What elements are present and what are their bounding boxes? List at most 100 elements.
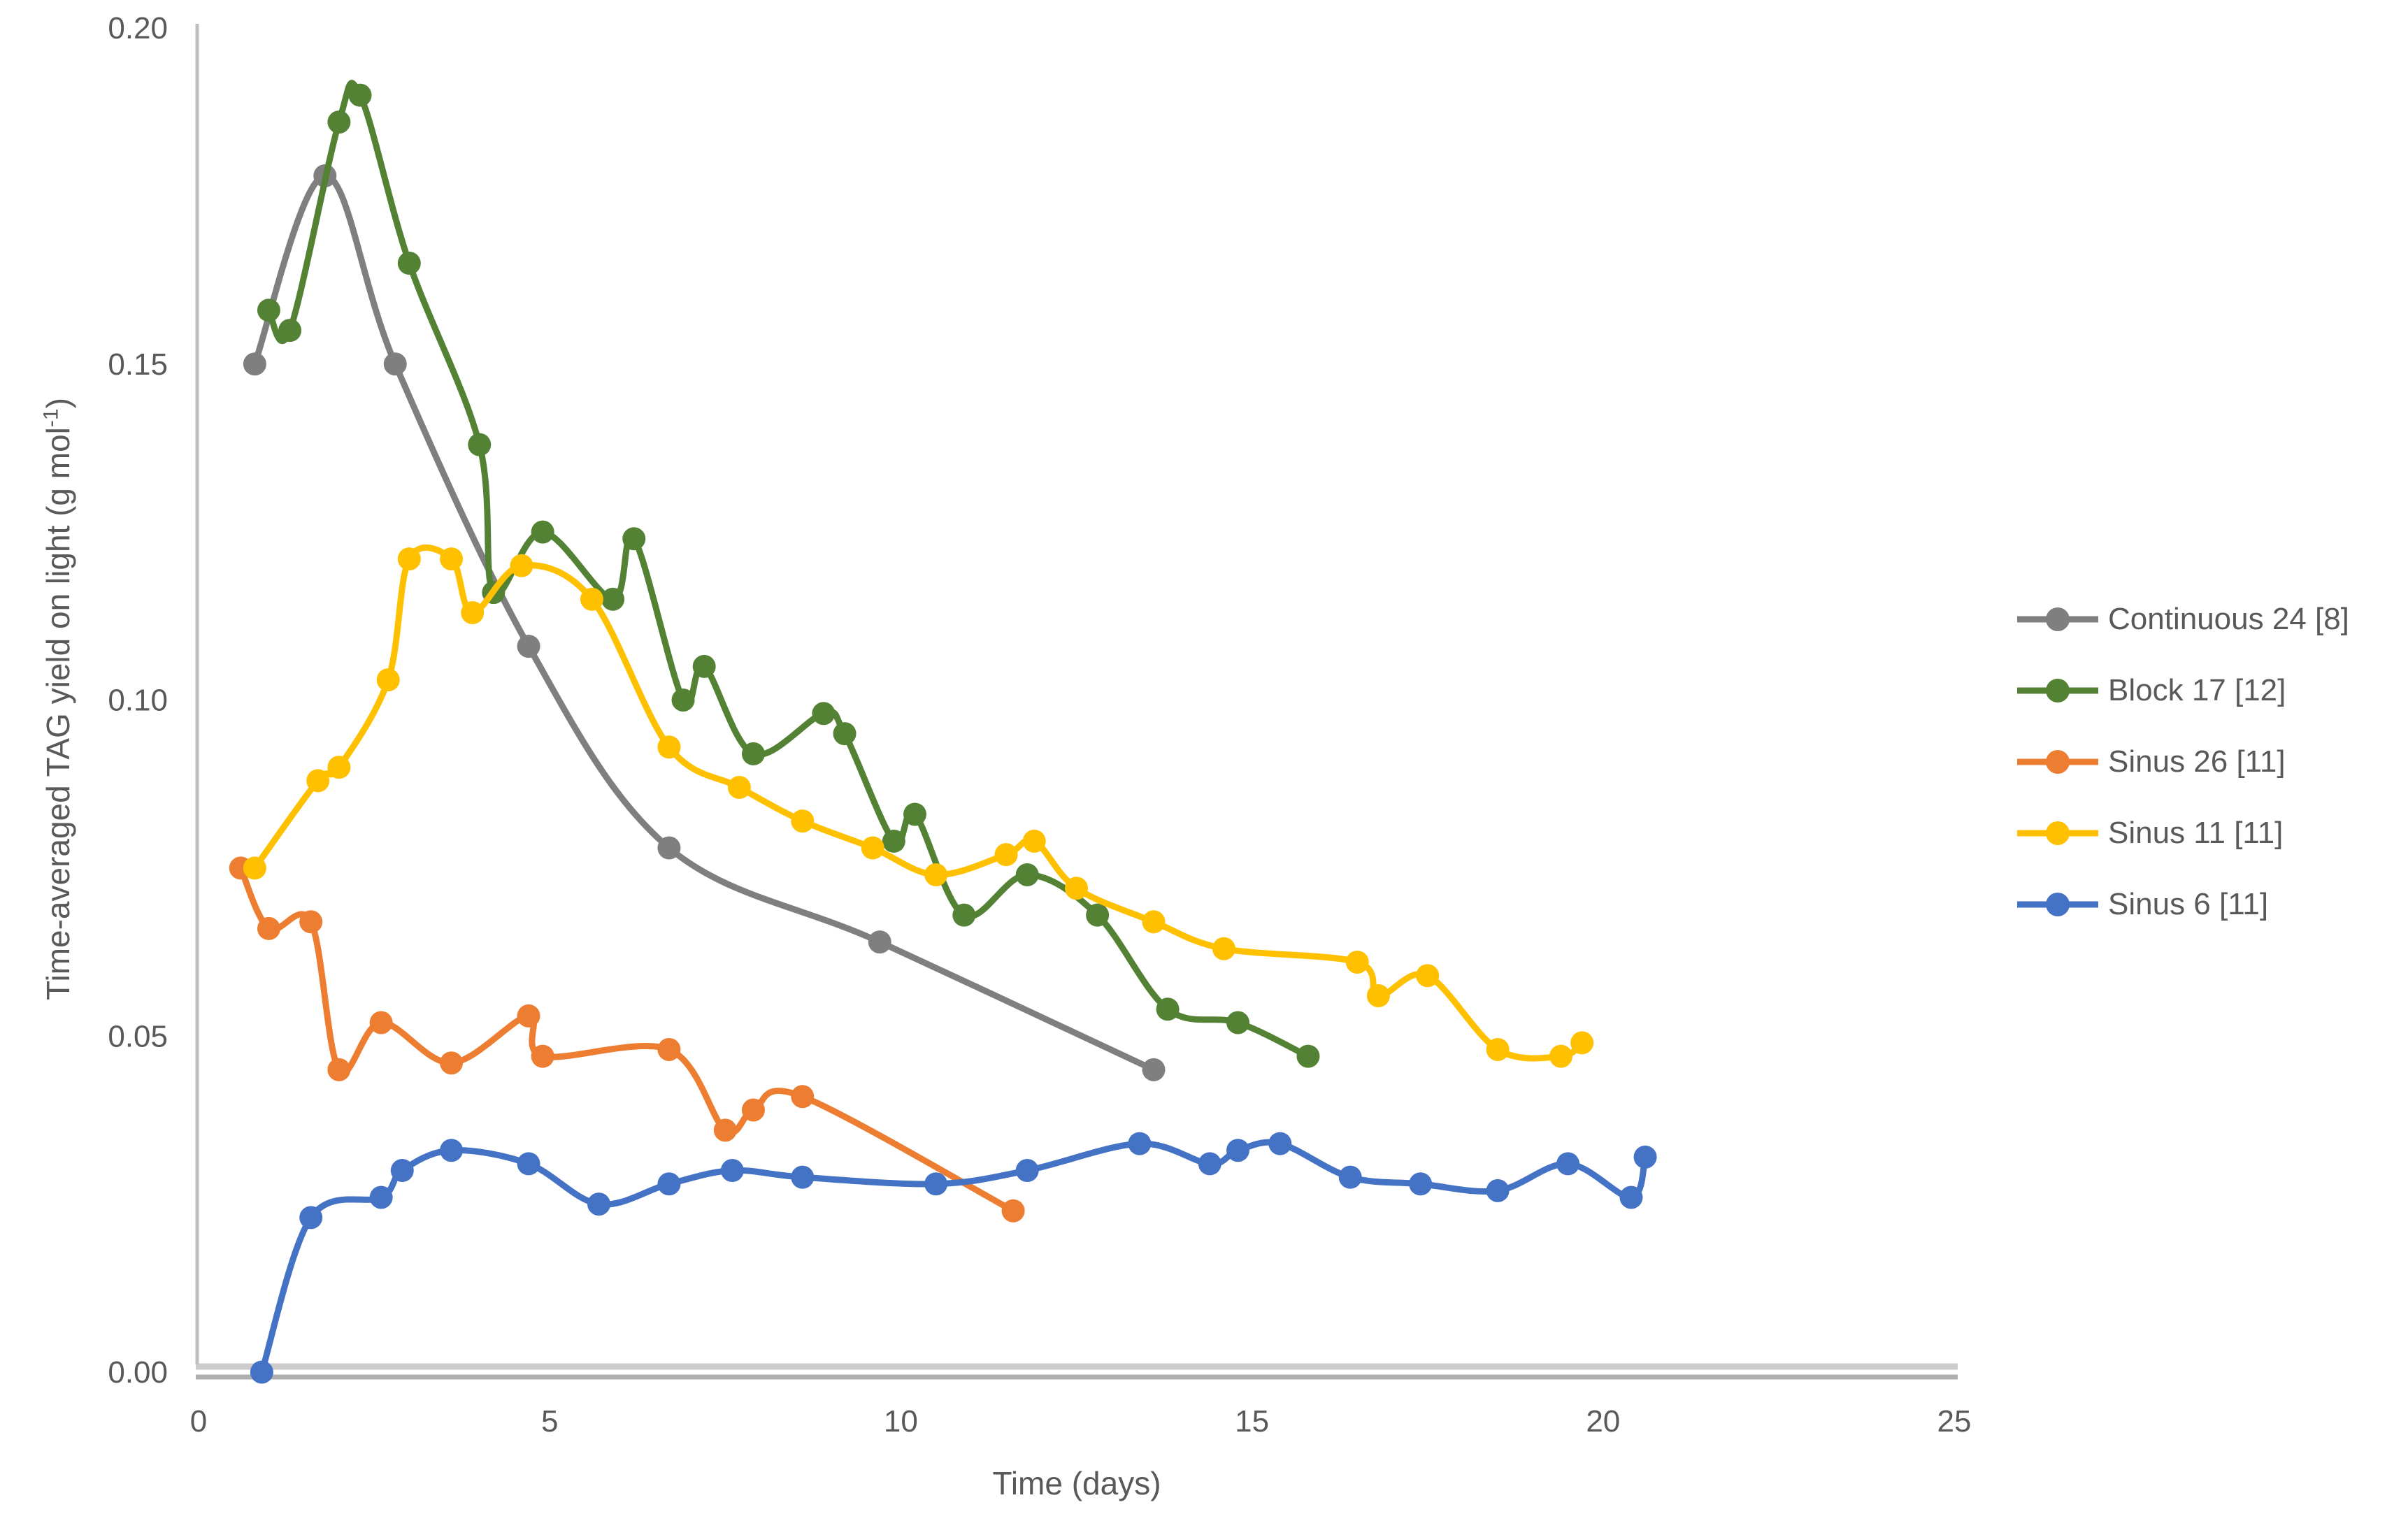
data-point-sinus-6-11 bbox=[440, 1139, 464, 1162]
data-point-sinus-11-11 bbox=[397, 547, 421, 571]
data-point-continuous-24-8 bbox=[517, 635, 540, 658]
data-point-sinus-26-11 bbox=[369, 1011, 393, 1035]
legend-label: Sinus 26 [11] bbox=[2108, 744, 2286, 779]
y-tick-label: 0.05 bbox=[108, 1019, 168, 1053]
legend: Continuous 24 [8] Block 17 [12] Sinus 26 [… bbox=[2016, 600, 2349, 924]
y-tick-label: 0.10 bbox=[108, 684, 168, 718]
data-point-sinus-11-11 bbox=[1486, 1037, 1510, 1061]
data-point-sinus-6-11 bbox=[1015, 1159, 1039, 1183]
legend-marker-dot bbox=[2046, 750, 2070, 774]
legend-item-sinus-11-11: Sinus 11 [11] bbox=[2016, 814, 2349, 853]
data-point-sinus-6-11 bbox=[1486, 1178, 1510, 1202]
data-point-sinus-6-11 bbox=[1409, 1172, 1433, 1196]
x-tick-label: 15 bbox=[1235, 1404, 1269, 1439]
data-point-continuous-24-8 bbox=[1142, 1058, 1166, 1081]
data-point-sinus-26-11 bbox=[791, 1085, 815, 1109]
data-point-sinus-11-11 bbox=[791, 809, 815, 833]
data-point-sinus-6-11 bbox=[1556, 1152, 1580, 1176]
legend-marker-dot bbox=[2046, 821, 2070, 845]
data-point-sinus-6-11 bbox=[1633, 1145, 1657, 1169]
data-point-sinus-6-11 bbox=[1268, 1132, 1292, 1155]
legend-item-sinus-26-11: Sinus 26 [11] bbox=[2016, 742, 2349, 781]
data-point-block-17-12 bbox=[692, 654, 716, 678]
data-point-block-17-12 bbox=[952, 903, 976, 927]
data-point-continuous-24-8 bbox=[657, 836, 681, 860]
data-point-block-17-12 bbox=[1296, 1044, 1320, 1068]
legend-marker-dot bbox=[2046, 679, 2070, 702]
data-point-sinus-11-11 bbox=[727, 775, 751, 799]
legend-marker-dot bbox=[2046, 607, 2070, 631]
data-point-sinus-6-11 bbox=[369, 1185, 393, 1209]
data-point-sinus-26-11 bbox=[440, 1051, 464, 1075]
data-point-sinus-11-11 bbox=[657, 735, 681, 759]
legend-marker-block-17-12 bbox=[2017, 679, 2098, 702]
data-point-block-17-12 bbox=[348, 83, 372, 107]
data-point-sinus-6-11 bbox=[1619, 1185, 1643, 1209]
data-point-sinus-11-11 bbox=[1416, 964, 1440, 988]
data-point-sinus-11-11 bbox=[1212, 937, 1235, 960]
data-point-sinus-11-11 bbox=[306, 769, 330, 793]
legend-label: Continuous 24 [8] bbox=[2108, 602, 2349, 636]
data-point-block-17-12 bbox=[1015, 863, 1039, 886]
data-point-sinus-11-11 bbox=[510, 554, 533, 577]
data-point-block-17-12 bbox=[397, 252, 421, 275]
data-point-sinus-6-11 bbox=[517, 1152, 540, 1176]
legend-marker-dot bbox=[2046, 893, 2070, 916]
data-point-sinus-11-11 bbox=[1142, 910, 1166, 934]
legend-marker-sinus-6-11 bbox=[2017, 893, 2098, 916]
legend-item-sinus-6-11: Sinus 6 [11] bbox=[2016, 885, 2349, 924]
legend-marker-sinus-11-11 bbox=[2017, 821, 2098, 845]
data-point-sinus-11-11 bbox=[461, 601, 485, 625]
data-point-block-17-12 bbox=[1086, 903, 1110, 927]
data-point-sinus-6-11 bbox=[657, 1172, 681, 1196]
x-axis-title: Time (days) bbox=[992, 1465, 1161, 1501]
data-point-sinus-26-11 bbox=[657, 1037, 681, 1061]
data-point-sinus-6-11 bbox=[250, 1360, 273, 1384]
data-point-block-17-12 bbox=[531, 520, 554, 544]
data-point-sinus-26-11 bbox=[1001, 1199, 1025, 1223]
series-line-continuous-24-8 bbox=[251, 173, 1157, 1073]
legend-label: Sinus 6 [11] bbox=[2108, 887, 2269, 921]
series-line-sinus-6-11 bbox=[258, 1139, 1649, 1376]
data-point-sinus-26-11 bbox=[517, 1004, 540, 1028]
data-point-block-17-12 bbox=[327, 110, 351, 134]
data-point-sinus-6-11 bbox=[1198, 1152, 1221, 1176]
data-point-sinus-11-11 bbox=[1065, 877, 1088, 900]
data-point-block-17-12 bbox=[257, 298, 280, 322]
data-point-sinus-11-11 bbox=[580, 587, 603, 611]
data-point-sinus-6-11 bbox=[587, 1192, 611, 1216]
data-point-sinus-6-11 bbox=[720, 1159, 744, 1183]
legend-label: Block 17 [12] bbox=[2108, 673, 2286, 707]
x-tick-label: 10 bbox=[884, 1404, 918, 1439]
data-point-block-17-12 bbox=[812, 702, 836, 726]
data-point-sinus-26-11 bbox=[327, 1058, 351, 1081]
data-point-sinus-26-11 bbox=[713, 1118, 737, 1142]
data-point-sinus-6-11 bbox=[299, 1206, 323, 1230]
data-point-sinus-11-11 bbox=[861, 836, 884, 860]
data-point-sinus-6-11 bbox=[1226, 1139, 1250, 1162]
x-tick-label: 20 bbox=[1586, 1404, 1620, 1439]
y-tick-label: 0.20 bbox=[108, 11, 168, 45]
data-point-block-17-12 bbox=[278, 319, 302, 343]
data-point-sinus-26-11 bbox=[257, 916, 280, 940]
y-tick-label: 0.00 bbox=[108, 1355, 168, 1390]
data-point-sinus-26-11 bbox=[741, 1098, 765, 1122]
data-point-sinus-6-11 bbox=[924, 1172, 948, 1196]
data-point-sinus-11-11 bbox=[1366, 984, 1390, 1008]
data-point-block-17-12 bbox=[882, 829, 905, 853]
data-point-block-17-12 bbox=[671, 689, 695, 712]
series-line-sinus-11-11 bbox=[251, 544, 1586, 1062]
data-point-block-17-12 bbox=[1226, 1011, 1250, 1035]
data-point-sinus-11-11 bbox=[924, 863, 948, 886]
data-point-continuous-24-8 bbox=[868, 930, 891, 954]
data-point-sinus-26-11 bbox=[299, 910, 323, 934]
data-point-sinus-11-11 bbox=[1570, 1031, 1594, 1055]
data-point-block-17-12 bbox=[1156, 997, 1180, 1021]
data-point-continuous-24-8 bbox=[383, 352, 407, 376]
y-axis-title-close: ) bbox=[40, 398, 76, 409]
y-axis-title-superscript: -1 bbox=[39, 408, 63, 428]
y-tick-label: 0.15 bbox=[108, 347, 168, 382]
data-point-continuous-24-8 bbox=[243, 352, 266, 376]
data-point-sinus-11-11 bbox=[440, 547, 464, 571]
